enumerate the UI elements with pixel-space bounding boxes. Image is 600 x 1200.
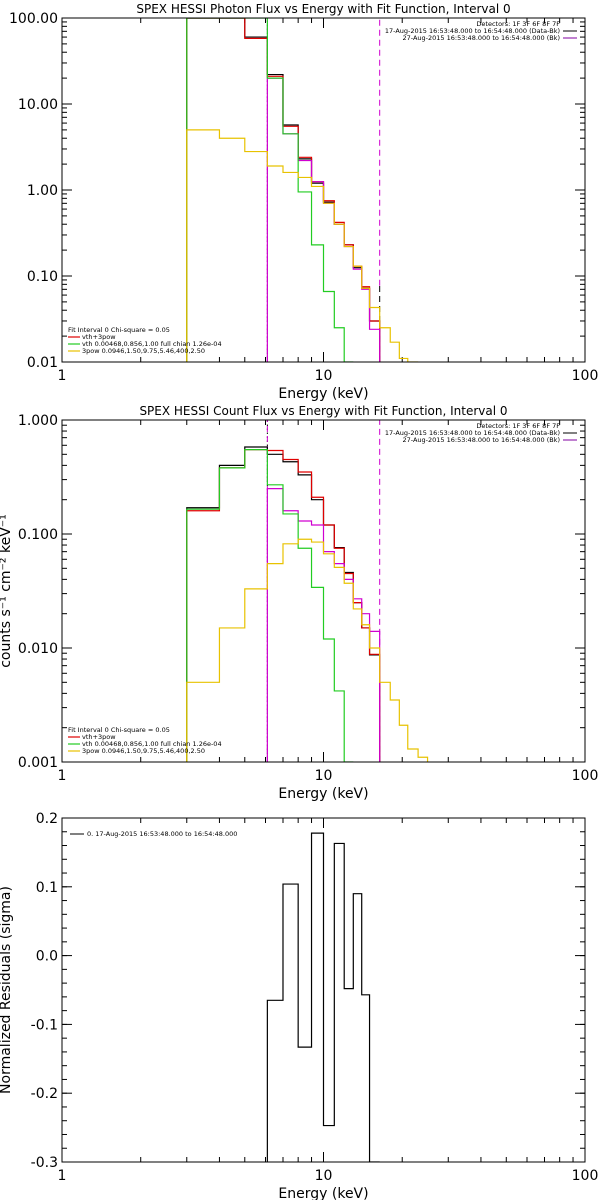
y-tick-label: 0.2 xyxy=(36,811,58,827)
x-tick-label: 100 xyxy=(572,1168,599,1184)
legend-bottom-entry: Fit Interval 0 Chi-square = 0.05 xyxy=(68,326,170,334)
legend-bottom-entry: Fit Interval 0 Chi-square = 0.05 xyxy=(68,726,170,734)
legend-bottom-entry: vth 0.00468,0.856,1.00 full chian 1.26e-… xyxy=(82,740,222,748)
series-line-3 xyxy=(266,77,381,362)
legend-bottom-entry: 3pow 0.0946,1.50,9.75,5.46,400,2.50 xyxy=(82,347,205,355)
series-line-5 xyxy=(186,129,419,362)
plot-area xyxy=(186,420,429,762)
legend-bottom-entry: vth 0.00468,0.856,1.00 full chian 1.26e-… xyxy=(82,340,222,348)
chart-title: SPEX HESSI Count Flux vs Energy with Fit… xyxy=(139,404,507,418)
plot-area xyxy=(186,18,419,362)
x-axis-label: Energy (keV) xyxy=(278,786,368,802)
legend-top-entry: 17-Aug-2015 16:53:48.000 to 16:54:48.000… xyxy=(385,27,560,35)
series-line-5 xyxy=(186,538,429,762)
plot-frame xyxy=(61,817,586,1163)
x-tick-label: 1 xyxy=(58,368,67,384)
legend-top-entry: 27-Aug-2015 16:53:48.000 to 16:54:48.000… xyxy=(403,34,560,42)
y-tick-label: 1.000 xyxy=(18,413,58,429)
legend-bottom-entry: vth+3pow xyxy=(82,333,116,341)
y-tick-label: 100.00 xyxy=(9,11,58,27)
x-tick-label: 10 xyxy=(315,1168,333,1184)
legend-bottom-entry: vth+3pow xyxy=(82,733,116,741)
legend-top-entry: Detectors: 1F 3F 6F 8F 7F xyxy=(476,20,560,28)
y-tick-label: 0.10 xyxy=(27,269,58,285)
legend-top-entry: 27-Aug-2015 16:53:48.000 to 16:54:48.000… xyxy=(403,436,560,444)
x-tick-label: 100 xyxy=(572,368,599,384)
y-tick-label: -0.2 xyxy=(31,1086,58,1102)
y-tick-label: -0.3 xyxy=(31,1155,58,1171)
x-axis-label: Energy (keV) xyxy=(278,386,368,402)
x-axis-label: Energy (keV) xyxy=(278,1186,368,1200)
series-line-1 xyxy=(266,832,380,1162)
y-tick-label: 10.00 xyxy=(18,97,58,113)
plot-frame xyxy=(61,419,586,763)
chart-panel-2: SPEX HESSI Count Flux vs Energy with Fit… xyxy=(0,404,598,802)
x-tick-label: 100 xyxy=(572,768,599,784)
y-tick-label: 0.100 xyxy=(18,527,58,543)
series-line-2 xyxy=(186,18,381,362)
series-line-4 xyxy=(186,18,354,362)
y-tick-label: -0.1 xyxy=(31,1017,58,1033)
x-tick-label: 1 xyxy=(58,1168,67,1184)
y-tick-label: 0.010 xyxy=(18,641,58,657)
y-tick-label: 0.1 xyxy=(36,880,58,896)
chart-panel-1: SPEX HESSI Photon Flux vs Energy with Fi… xyxy=(9,2,598,402)
series-line-4 xyxy=(186,449,354,762)
legend-top-entry: Detectors: 1F 3F 6F 8F 7F xyxy=(476,422,560,430)
x-tick-label: 10 xyxy=(315,768,333,784)
y-axis-label: Normalized Residuals (sigma) xyxy=(0,886,14,1094)
chart-panel-3: 1 10 100 -0.3 -0.2 -0.1 0.0 0.1 0.2 Energy (keV) N… xyxy=(0,811,598,1200)
legend-top-entry: 0. 17-Aug-2015 16:53:48.000 to 16:54:48.… xyxy=(87,830,237,838)
y-tick-label: 1.00 xyxy=(27,183,58,199)
legend-bottom-entry: 3pow 0.0946,1.50,9.75,5.46,400,2.50 xyxy=(82,747,205,755)
y-tick-label: 0.001 xyxy=(18,755,58,771)
y-axis-label: counts s⁻¹ cm⁻² keV⁻¹ xyxy=(0,514,14,668)
y-tick-label: 0.0 xyxy=(36,949,58,965)
x-tick-label: 10 xyxy=(315,368,333,384)
chart-title: SPEX HESSI Photon Flux vs Energy with Fi… xyxy=(136,2,510,16)
plot-frame xyxy=(61,17,586,363)
plot-area xyxy=(266,832,380,1162)
x-tick-label: 1 xyxy=(58,768,67,784)
legend-top-entry: 17-Aug-2015 16:53:48.000 to 16:54:48.000… xyxy=(385,429,560,437)
y-tick-label: 0.01 xyxy=(27,355,58,371)
series-line-1 xyxy=(186,18,381,362)
